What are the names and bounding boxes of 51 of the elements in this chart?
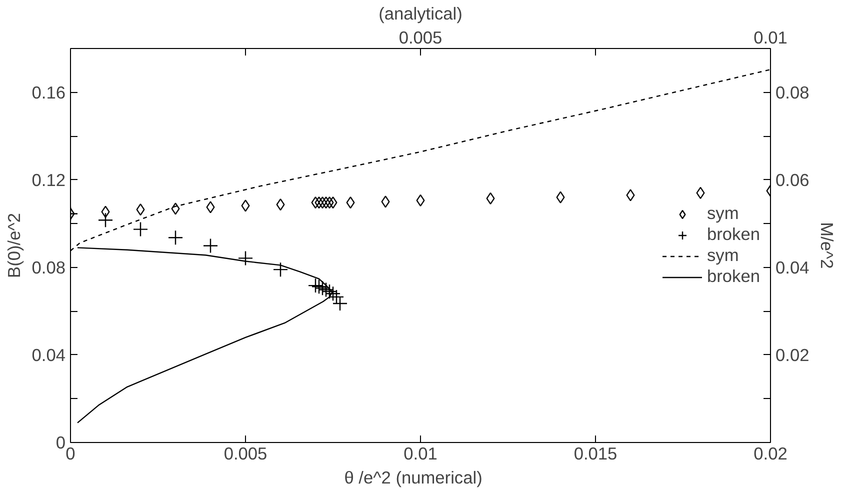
y-tick-label: 0.12 — [32, 170, 66, 190]
point — [311, 196, 320, 209]
point — [322, 284, 338, 300]
point — [132, 222, 148, 237]
point — [318, 282, 334, 298]
point — [206, 201, 215, 214]
point — [168, 230, 184, 246]
x-tick-label: 0.02 — [754, 444, 788, 464]
x2-tick-label: 0.01 — [754, 28, 788, 48]
x-tick-label: 0.015 — [574, 444, 618, 464]
point — [332, 296, 348, 312]
y-axis-title: B(0)/e^2 — [4, 213, 24, 278]
legend-label: broken — [707, 224, 760, 245]
point — [325, 286, 341, 302]
y-tick-label: 0.04 — [32, 344, 66, 365]
point — [322, 196, 330, 209]
y2-tick-label: 0.04 — [776, 257, 810, 278]
point — [318, 196, 327, 209]
point — [346, 196, 355, 209]
y2-tick-label: 0.08 — [776, 82, 810, 102]
point — [328, 289, 344, 305]
point — [325, 196, 334, 209]
y-tick-label: 0.08 — [32, 257, 66, 278]
point — [314, 280, 330, 296]
legend-label: broken — [707, 266, 760, 287]
y2-tick-label: 0.06 — [776, 170, 810, 190]
point — [98, 212, 114, 228]
point — [556, 191, 565, 204]
point — [171, 202, 180, 215]
point — [272, 262, 288, 278]
x2-axis-title: (analytical) — [378, 4, 462, 24]
point — [101, 206, 110, 218]
point — [311, 279, 327, 294]
point — [328, 196, 338, 209]
legend-label: sym — [707, 245, 739, 266]
point — [202, 238, 218, 254]
point — [136, 204, 145, 216]
x-tick-label: 0.01 — [404, 444, 438, 464]
y2-axis-title: M/e^2 — [817, 222, 838, 269]
point — [241, 200, 250, 212]
point — [238, 250, 254, 266]
legend-label: sym — [707, 203, 739, 224]
point — [626, 189, 635, 202]
point — [308, 278, 324, 294]
x-axis-title: θ /e^2 (numerical) — [344, 468, 482, 488]
y2-tick-label: 0.02 — [776, 344, 810, 365]
point — [314, 196, 324, 209]
y-tick-label: 0.16 — [32, 82, 66, 102]
x-tick-label: 0.005 — [224, 444, 268, 464]
x2-tick-label: 0.005 — [398, 28, 442, 48]
point — [381, 196, 390, 208]
